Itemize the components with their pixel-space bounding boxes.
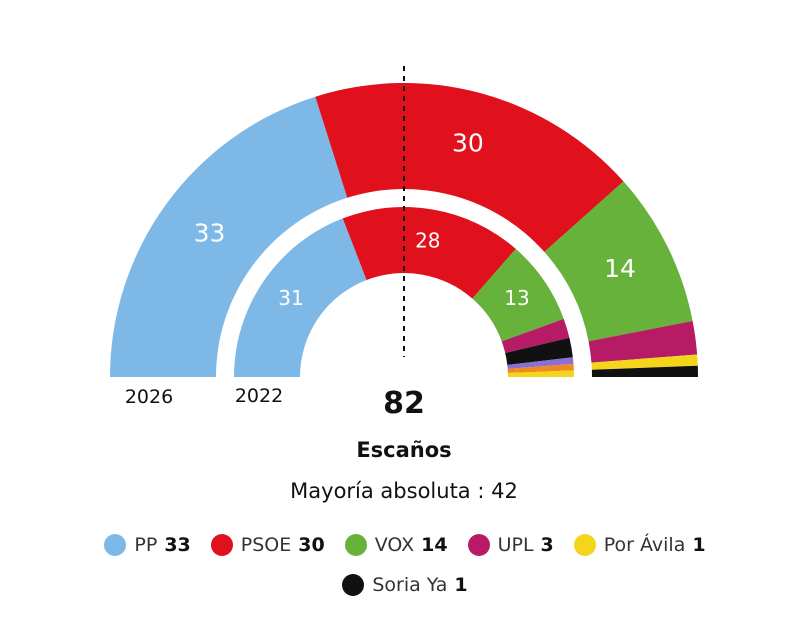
legend-party: VOX xyxy=(374,534,415,556)
seat-arc-2022-5 xyxy=(507,357,574,369)
seat-arc-2022-2 xyxy=(472,248,564,342)
legend: PP 33 PSOE 30 VOX 14 UPL 3 Por Ávila 1 S… xyxy=(60,533,750,597)
seat-arc-2022-7 xyxy=(507,370,574,377)
legend-swatch xyxy=(104,534,127,556)
legend-party: UPL xyxy=(497,534,534,556)
seat-arc-2026-5 xyxy=(591,365,698,377)
seat-arc-2022-1 xyxy=(342,206,516,299)
year-label-outer: 2026 xyxy=(125,386,173,408)
legend-party: Por Ávila xyxy=(603,534,686,556)
legend-party: Soria Ya xyxy=(372,574,448,596)
total-label: Escaños xyxy=(356,438,452,462)
year-label-inner: 2022 xyxy=(235,385,283,407)
total-seats: 82 xyxy=(383,386,425,421)
seat-arc-2026-3 xyxy=(588,321,698,363)
legend-item-soria-ya[interactable]: Soria Ya 1 xyxy=(342,573,468,597)
seat-arc-2026-1 xyxy=(315,83,624,252)
seat-arc-2026-0 xyxy=(110,96,348,377)
legend-swatch xyxy=(573,534,596,556)
legend-item-pp[interactable]: PP 33 xyxy=(104,533,191,557)
legend-seats: 1 xyxy=(692,534,706,556)
majority-label: Mayoría absoluta : 42 xyxy=(290,479,518,503)
legend-seats: 1 xyxy=(454,574,468,596)
legend-party: PSOE xyxy=(240,534,292,556)
legend-item-por-avila[interactable]: Por Ávila 1 xyxy=(573,533,706,557)
legend-item-psoe[interactable]: PSOE 30 xyxy=(210,533,325,557)
legend-swatch xyxy=(210,534,233,556)
legend-seats: 33 xyxy=(164,534,191,556)
seat-label-2026-1: 30 xyxy=(452,129,484,158)
seat-arc-2026-2 xyxy=(544,181,693,342)
seat-label-2022-2: 13 xyxy=(504,286,529,310)
seat-arc-2022-4 xyxy=(505,337,573,365)
seat-label-2022-0: 31 xyxy=(278,286,303,310)
seat-label-2026-0: 33 xyxy=(194,219,226,248)
seat-arc-2026-4 xyxy=(591,354,698,370)
legend-seats: 14 xyxy=(421,534,448,556)
legend-swatch xyxy=(467,534,490,556)
legend-seats: 30 xyxy=(298,534,325,556)
legend-swatch xyxy=(342,574,365,596)
seat-arc-2022-6 xyxy=(507,363,574,373)
seat-arcs: 33 30 14 31 28 13 xyxy=(110,83,698,377)
seat-label-2026-2: 14 xyxy=(604,254,636,283)
seat-label-2022-1: 28 xyxy=(415,229,440,253)
legend-party: PP xyxy=(134,534,158,556)
legend-item-vox[interactable]: VOX 14 xyxy=(344,533,448,557)
legend-swatch xyxy=(344,534,367,556)
legend-seats: 3 xyxy=(540,534,554,556)
seat-arc-2022-0 xyxy=(234,218,367,377)
legend-item-upl[interactable]: UPL 3 xyxy=(467,533,554,557)
seat-arc-2022-3 xyxy=(501,318,570,354)
